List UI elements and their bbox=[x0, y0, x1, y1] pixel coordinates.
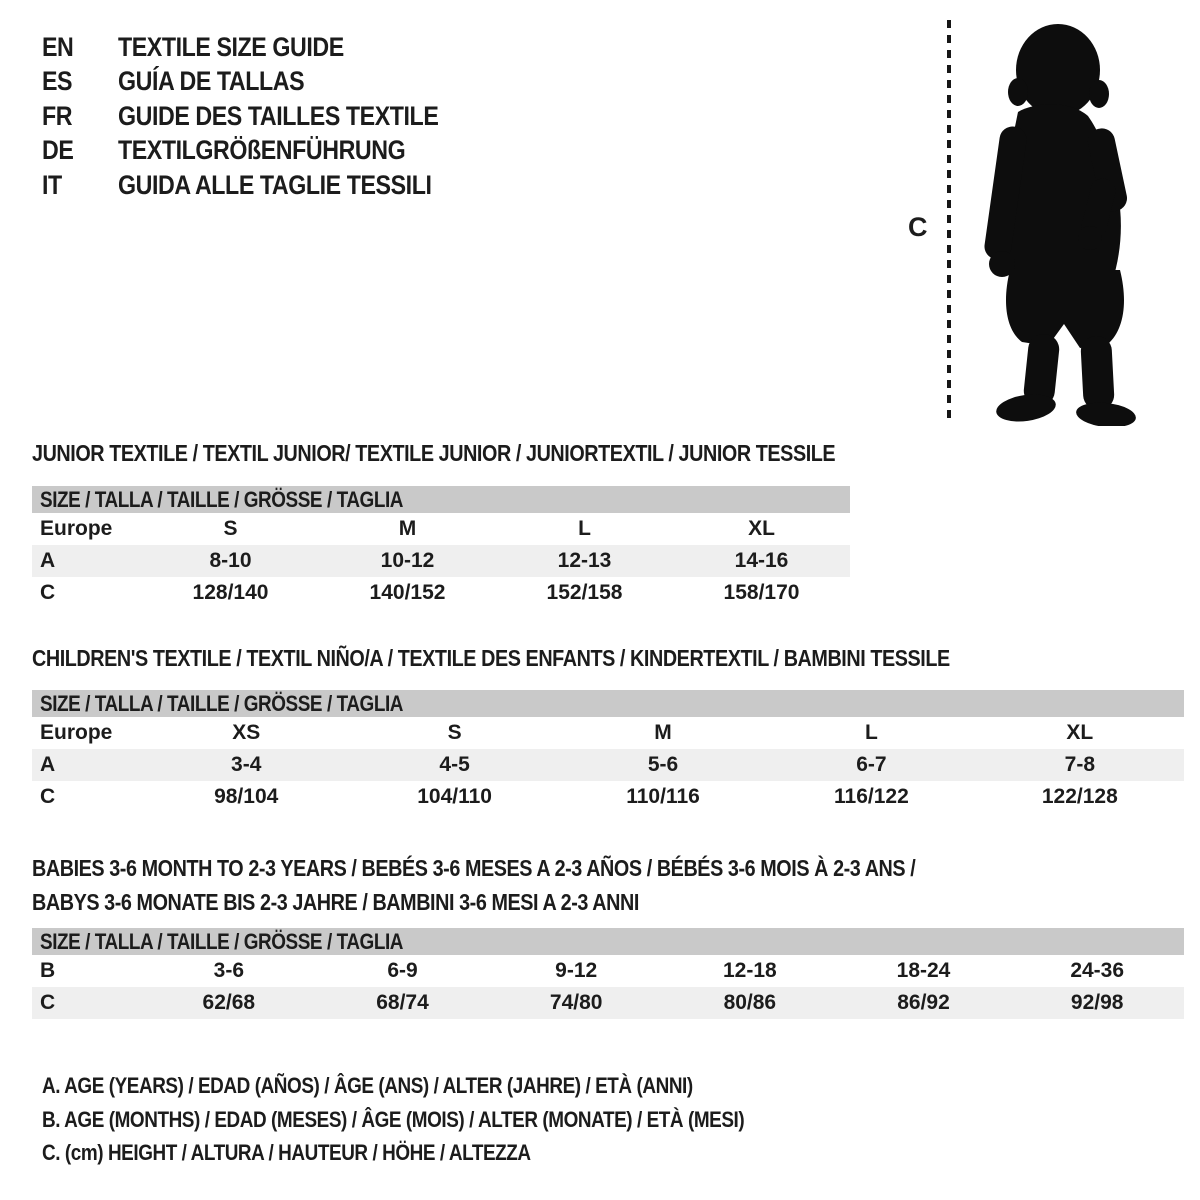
table-cell: 10-12 bbox=[380, 549, 435, 572]
table-cell: XL bbox=[1066, 721, 1094, 744]
table-row-a: A 3-4 4-5 5-6 6-7 7-8 bbox=[32, 749, 1184, 781]
table-cell: S bbox=[447, 721, 462, 744]
language-row-it: IT GUIDA ALLE TAGLIE TESSILI bbox=[42, 168, 491, 203]
table-cell: 116/122 bbox=[834, 785, 909, 808]
size-header-label: SIZE / TALLA / TAILLE / GRÖSSE / TAGLIA bbox=[40, 928, 404, 954]
table-cell: 14-16 bbox=[734, 549, 789, 572]
language-code: ES bbox=[42, 66, 73, 97]
table-cell: 4-5 bbox=[439, 753, 470, 776]
language-row-en: EN TEXTILE SIZE GUIDE bbox=[42, 30, 491, 65]
table-cell: 6-7 bbox=[856, 753, 887, 776]
row-label: C bbox=[40, 785, 56, 808]
language-guide-title: TEXTILGRÖßENFÜHRUNG bbox=[118, 135, 406, 166]
language-guide-title: TEXTILE SIZE GUIDE bbox=[118, 31, 344, 62]
table-cell: 7-8 bbox=[1064, 753, 1095, 776]
babies-textile-table: BABIES 3-6 MONTH TO 2-3 YEARS / BEBÉS 3-… bbox=[32, 851, 1184, 1019]
language-code: FR bbox=[42, 100, 73, 131]
row-label: A bbox=[40, 753, 56, 776]
table-cell: 152/158 bbox=[546, 581, 623, 604]
table-cell: XL bbox=[748, 517, 775, 540]
size-header-label: SIZE / TALLA / TAILLE / GRÖSSE / TAGLIA bbox=[40, 690, 404, 716]
table-cell: 86/92 bbox=[897, 991, 950, 1014]
measurement-legend: A. AGE (YEARS) / EDAD (AÑOS) / ÂGE (ANS)… bbox=[42, 1069, 859, 1170]
table-cell: L bbox=[865, 721, 878, 744]
row-label: Europe bbox=[40, 517, 113, 540]
table-cell: 80/86 bbox=[723, 991, 777, 1014]
size-header-bar: SIZE / TALLA / TAILLE / GRÖSSE / TAGLIA bbox=[32, 928, 1184, 955]
table-row-c: C 128/140 140/152 152/158 158/170 bbox=[32, 577, 850, 609]
legend-line-b: B. AGE (MONTHS) / EDAD (MESES) / ÂGE (MO… bbox=[42, 1106, 745, 1132]
childrens-textile-table: CHILDREN'S TEXTILE / TEXTIL NIÑO/A / TEX… bbox=[32, 641, 1184, 813]
table-cell: 8-10 bbox=[209, 549, 252, 572]
row-label: C bbox=[40, 991, 56, 1014]
table-cell: 128/140 bbox=[192, 581, 269, 604]
table-cell: L bbox=[578, 517, 591, 540]
height-measure-dashed-line bbox=[947, 20, 951, 418]
height-measure-label: C bbox=[908, 212, 928, 242]
table-cell: 5-6 bbox=[647, 753, 679, 776]
row-label: A bbox=[40, 549, 56, 572]
row-label: B bbox=[40, 959, 56, 982]
table-cell: 9-12 bbox=[555, 959, 598, 982]
language-code: EN bbox=[42, 31, 74, 62]
table-cell: 12-13 bbox=[557, 549, 612, 572]
language-row-es: ES GUÍA DE TALLAS bbox=[42, 65, 491, 100]
table-title-line2: BABYS 3-6 MONATE BIS 2-3 JAHRE / BAMBINI… bbox=[32, 889, 639, 915]
table-rows: Europe S M L XL A 8-10 10-12 12-13 14-16 C 128/140 1… bbox=[32, 513, 850, 609]
table-cell: 110/116 bbox=[626, 785, 700, 808]
language-guide-list: EN TEXTILE SIZE GUIDE ES GUÍA DE TALLAS … bbox=[42, 30, 491, 203]
table-cell: 68/74 bbox=[376, 991, 429, 1014]
row-label: C bbox=[40, 581, 56, 604]
legend-line-a: A. AGE (YEARS) / EDAD (AÑOS) / ÂGE (ANS)… bbox=[42, 1073, 693, 1098]
size-header-bar: SIZE / TALLA / TAILLE / GRÖSSE / TAGLIA bbox=[32, 486, 850, 513]
toddler-silhouette-icon bbox=[984, 24, 1136, 426]
table-cell: 98/104 bbox=[214, 785, 279, 808]
table-cell: 74/80 bbox=[549, 991, 603, 1014]
table-cell: 6-9 bbox=[387, 959, 418, 982]
table-cell: 24-36 bbox=[1070, 959, 1125, 982]
language-guide-title: GUÍA DE TALLAS bbox=[118, 66, 305, 97]
table-cell: S bbox=[223, 517, 238, 540]
table-cell: 3-4 bbox=[231, 753, 262, 776]
table-cell: 18-24 bbox=[896, 959, 951, 982]
table-row-europe: Europe S M L XL bbox=[32, 513, 850, 545]
table-cell: XS bbox=[232, 721, 261, 744]
table-cell: M bbox=[398, 517, 417, 540]
junior-textile-table: JUNIOR TEXTILE / TEXTIL JUNIOR/ TEXTILE … bbox=[32, 436, 850, 609]
table-cell: 122/128 bbox=[1041, 785, 1118, 808]
table-cell: 3-6 bbox=[213, 959, 245, 982]
language-code: DE bbox=[42, 135, 74, 166]
table-cell: 104/110 bbox=[417, 785, 492, 808]
table-title: CHILDREN'S TEXTILE / TEXTIL NIÑO/A / TEX… bbox=[32, 645, 950, 671]
size-header-bar: SIZE / TALLA / TAILLE / GRÖSSE / TAGLIA bbox=[32, 690, 1184, 717]
table-cell: 12-18 bbox=[722, 959, 777, 982]
legend-line-c: C. (cm) HEIGHT / ALTURA / HAUTEUR / HÖHE… bbox=[42, 1140, 531, 1165]
table-cell: 62/68 bbox=[202, 991, 256, 1014]
table-rows: Europe XS S M L XL A 3-4 4-5 5-6 6-7 7-8 C 98/104 104/… bbox=[32, 717, 1184, 813]
language-code: IT bbox=[42, 169, 62, 200]
table-row-europe: Europe XS S M L XL bbox=[32, 717, 1184, 749]
table-cell: 92/98 bbox=[1070, 991, 1124, 1014]
table-row-b: B 3-6 6-9 9-12 12-18 18-24 24-36 bbox=[32, 955, 1184, 987]
table-cell: M bbox=[654, 721, 672, 744]
table-rows: B 3-6 6-9 9-12 12-18 18-24 24-36 C 62/68 68/74 74/… bbox=[32, 955, 1184, 1019]
table-title: JUNIOR TEXTILE / TEXTIL JUNIOR/ TEXTILE … bbox=[32, 440, 836, 466]
language-row-fr: FR GUIDE DES TAILLES TEXTILE bbox=[42, 99, 491, 134]
table-row-c: C 98/104 104/110 110/116 116/122 122/128 bbox=[32, 781, 1184, 813]
size-header-label: SIZE / TALLA / TAILLE / GRÖSSE / TAGLIA bbox=[40, 486, 404, 512]
table-title: BABIES 3-6 MONTH TO 2-3 YEARS / BEBÉS 3-… bbox=[32, 855, 916, 881]
language-guide-title: GUIDA ALLE TAGLIE TESSILI bbox=[118, 169, 432, 200]
table-row-a: A 8-10 10-12 12-13 14-16 bbox=[32, 545, 850, 577]
language-guide-title: GUIDE DES TAILLES TEXTILE bbox=[118, 100, 439, 131]
table-cell: 158/170 bbox=[723, 581, 800, 604]
table-row-c: C 62/68 68/74 74/80 80/86 86/92 92/98 bbox=[32, 987, 1184, 1019]
language-row-de: DE TEXTILGRÖßENFÜHRUNG bbox=[42, 134, 491, 169]
table-cell: 140/152 bbox=[369, 581, 446, 604]
row-label: Europe bbox=[40, 721, 113, 744]
